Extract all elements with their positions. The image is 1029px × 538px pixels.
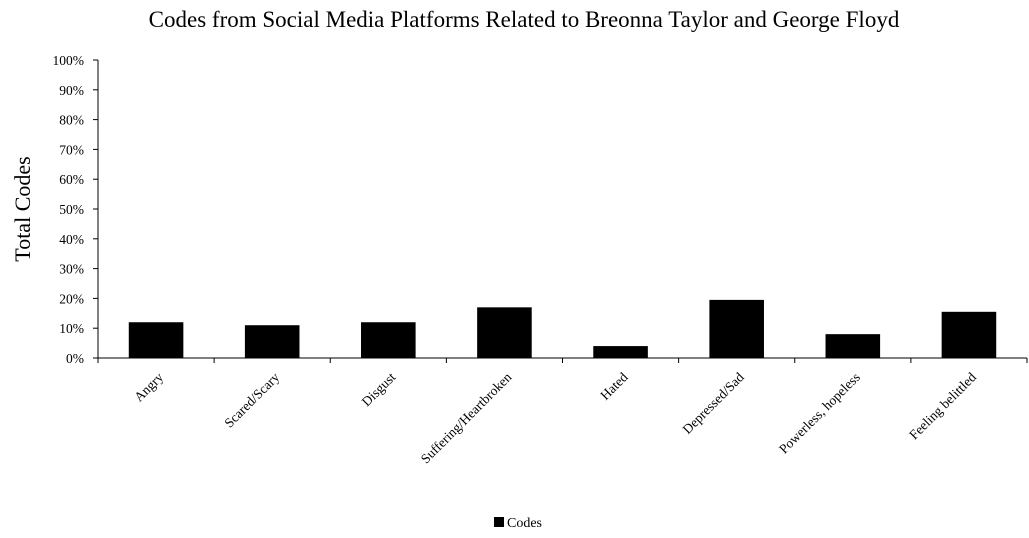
y-tick-label: 40% — [59, 232, 84, 247]
y-tick-label: 80% — [59, 113, 84, 128]
legend-swatch — [494, 517, 504, 527]
y-tick-label: 20% — [59, 291, 84, 306]
bar — [709, 299, 764, 358]
bar — [361, 322, 416, 358]
x-category-label: Feeling belittled — [906, 369, 979, 442]
y-tick-label: 0% — [66, 351, 84, 366]
y-tick-label: 60% — [59, 172, 84, 187]
bar — [128, 322, 184, 358]
bar — [593, 346, 648, 358]
legend-label: Codes — [507, 516, 542, 531]
bar — [825, 334, 881, 358]
y-tick-label: 90% — [59, 83, 84, 98]
y-tick-label: 50% — [59, 202, 84, 217]
x-category-label: Angry — [131, 369, 166, 404]
y-axis-label: Total Codes — [10, 156, 35, 261]
chart-title: Codes from Social Media Platforms Relate… — [149, 7, 900, 32]
x-category-label: Hated — [597, 369, 631, 403]
bar — [941, 311, 997, 358]
legend: Codes — [494, 516, 542, 531]
y-tick-label: 10% — [59, 321, 84, 336]
x-category-label: Scared/Scary — [221, 369, 282, 430]
y-tick-label: 30% — [59, 262, 84, 277]
x-category-label: Suffering/Heartbroken — [418, 369, 515, 466]
y-tick-label: 70% — [59, 142, 84, 157]
y-tick-label: 100% — [53, 53, 85, 68]
x-category-label: Disgust — [359, 369, 399, 409]
bar — [244, 325, 300, 358]
plot-area: 0% 10% 20% 30% 40% 50% 60% 70% 80% 90% 100% Angry Sc… — [53, 53, 1028, 466]
x-category-label: Depressed/Sad — [679, 369, 747, 437]
x-category-label: Powerless, hopeless — [776, 370, 863, 457]
bar — [477, 307, 532, 358]
